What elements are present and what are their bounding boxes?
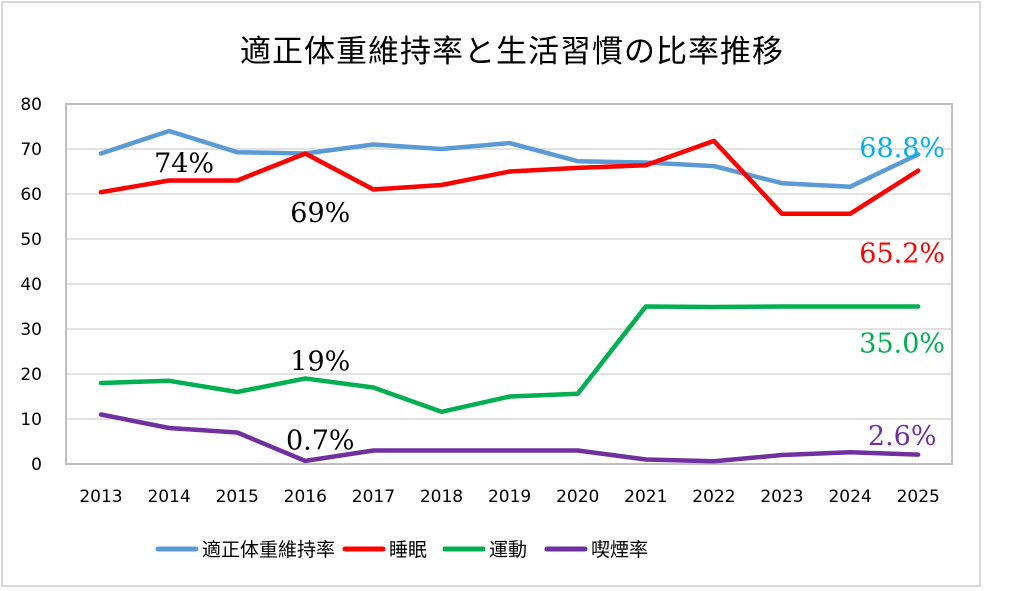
series-line-3: [98, 412, 921, 464]
y-tick-label: 70: [20, 140, 42, 160]
x-tick-label: 2015: [216, 487, 259, 507]
x-tick-label: 2016: [284, 487, 327, 507]
legend-label: 適正体重維持率: [202, 539, 335, 561]
x-tick-label: 2018: [420, 487, 463, 507]
series-line-1: [98, 138, 921, 217]
data-label: 68.8%: [859, 133, 945, 164]
y-tick-label: 30: [20, 320, 42, 340]
x-tick-label: 2022: [692, 487, 735, 507]
series-line-0: [98, 128, 921, 190]
legend-label: 睡眠: [389, 539, 427, 561]
x-tick-label: 2024: [828, 487, 871, 507]
x-tick-label: 2023: [760, 487, 803, 507]
chart-frame: [1, 1, 981, 587]
legend-label: 喫煙率: [591, 539, 648, 561]
y-tick-label: 80: [20, 95, 42, 115]
data-label: 35.0%: [859, 329, 945, 360]
data-label: 74%: [154, 149, 214, 180]
data-label: 0.7%: [286, 425, 355, 456]
x-tick-label: 2014: [147, 487, 190, 507]
series-line-2: [98, 304, 921, 415]
series-lines: [98, 128, 921, 464]
x-tick-label: 2019: [488, 487, 531, 507]
x-tick-label: 2020: [556, 487, 599, 507]
y-tick-label: 50: [20, 230, 42, 250]
gridlines: [66, 148, 952, 420]
chart-title: 適正体重維持率と生活習慣の比率推移: [240, 34, 784, 70]
y-tick-label: 60: [20, 185, 42, 205]
y-tick-label: 20: [20, 365, 42, 385]
data-label: 65.2%: [859, 239, 945, 270]
x-axis-ticks: 2013 2014 2015 2016 2017 2018 2019 2020 2021 2022…: [79, 487, 939, 507]
y-tick-label: 0: [31, 455, 42, 475]
y-tick-label: 40: [20, 275, 42, 295]
data-label: 2.6%: [868, 421, 937, 452]
x-tick-label: 2013: [79, 487, 122, 507]
legend: 適正体重維持率 睡眠 運動 喫煙率: [155, 539, 648, 561]
data-label: 19%: [290, 347, 350, 378]
y-tick-label: 10: [20, 410, 42, 430]
data-annotations: 74% 69% 19% 0.7% 68.8% 65.2% 35.0% 2.6%: [154, 133, 945, 457]
data-label: 69%: [290, 198, 350, 229]
x-tick-label: 2025: [897, 487, 940, 507]
plot-area-border: [65, 103, 953, 465]
y-axis-ticks: 0 10 20 30 40 50 60 70 80: [20, 95, 42, 475]
x-tick-label: 2021: [624, 487, 667, 507]
x-tick-label: 2017: [352, 487, 395, 507]
legend-label: 運動: [489, 539, 527, 561]
